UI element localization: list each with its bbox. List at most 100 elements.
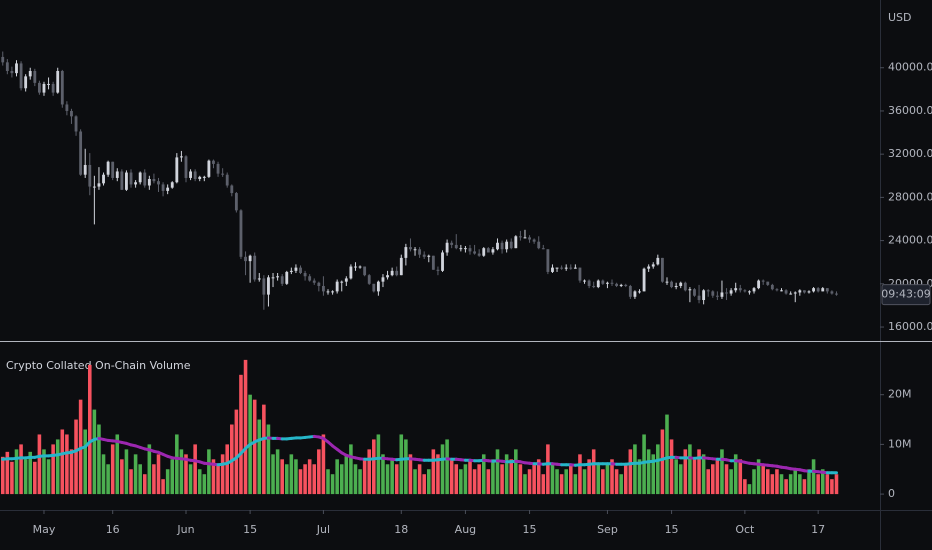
candle-body [317, 282, 321, 286]
candle-body [51, 83, 55, 93]
candle-body [303, 273, 307, 277]
candle-body [725, 292, 728, 294]
candle-body [97, 183, 101, 187]
volume-bar [362, 459, 367, 495]
x-tick-label: 15 [523, 523, 537, 536]
volume-bar [138, 464, 142, 495]
volume-bar [596, 464, 601, 495]
candle-body [340, 281, 344, 283]
volume-bar [303, 464, 307, 495]
candle-body [496, 242, 499, 250]
candle-body [537, 241, 541, 249]
volume-bar [120, 459, 124, 495]
volume-bar [518, 464, 523, 495]
x-tick-label: May [33, 523, 56, 536]
candle-body [683, 282, 687, 291]
volume-bar [262, 404, 266, 495]
candle-body [221, 173, 225, 175]
candle-body [624, 284, 628, 286]
candle-body [505, 241, 509, 250]
volume-bar [605, 464, 610, 495]
volume-bar [37, 434, 42, 495]
volume-bar [179, 449, 184, 495]
candle-body [70, 110, 73, 117]
volume-bar [724, 464, 729, 495]
volume-bar [55, 439, 60, 495]
candle-body [125, 172, 128, 190]
candle-body [761, 280, 765, 282]
candle-body [436, 269, 440, 271]
candle-body [825, 288, 829, 292]
volume-bar [239, 374, 243, 495]
volume-bar [46, 459, 51, 495]
candle-body [802, 290, 806, 293]
volume-bar [463, 464, 468, 495]
volume-bar [275, 449, 280, 495]
candle-body [120, 171, 124, 190]
candle-body [418, 249, 422, 255]
volume-bar [665, 414, 669, 495]
volume-bar [330, 474, 335, 495]
currency-label: USD [888, 11, 912, 24]
candle-body [715, 295, 719, 297]
candle-body [65, 104, 69, 111]
candle-body [431, 255, 435, 270]
volume-bar [468, 459, 472, 495]
candle-body [656, 257, 660, 265]
volume-bar [101, 454, 106, 495]
candle-body [399, 257, 403, 276]
candle-body [573, 267, 577, 269]
volume-bar [472, 469, 477, 495]
volume-bar [807, 469, 811, 495]
volume-bar [161, 479, 165, 495]
volume-bar [317, 449, 321, 495]
volume-bar [720, 449, 724, 495]
volume-bar [65, 434, 69, 495]
candle-body [743, 290, 747, 292]
candle-body [83, 164, 87, 175]
candle-body [670, 281, 673, 288]
candle-body [74, 116, 78, 132]
candle-body [15, 63, 18, 74]
countdown-label: 09:43:09 [881, 288, 930, 301]
volume-bar [568, 464, 573, 495]
volume-bar [408, 454, 413, 495]
candle-body [532, 239, 536, 242]
volume-bar [729, 469, 733, 495]
candle-body [651, 264, 655, 267]
candle-body [106, 161, 110, 175]
volume-bar [527, 469, 532, 495]
candle-body [19, 63, 23, 89]
candle-body [198, 176, 202, 180]
volume-bar [243, 359, 248, 495]
volume-bar [816, 474, 820, 495]
candle-body [363, 266, 367, 276]
candle-body [450, 242, 454, 245]
volume-bar [207, 449, 211, 495]
candle-body [812, 288, 815, 292]
candle-body [56, 70, 60, 93]
candle-body [294, 267, 298, 271]
volume-bar [326, 469, 330, 495]
candle-body [679, 282, 683, 286]
volume-bar [394, 464, 399, 495]
y-tick-label: 36000.0 [888, 104, 932, 117]
candle-body [660, 257, 664, 282]
volume-bar [170, 459, 175, 495]
volume-bar [97, 424, 101, 495]
candle-body [24, 76, 28, 89]
volume-bar [252, 399, 257, 495]
candle-body [42, 83, 46, 93]
volume-bar [678, 464, 683, 495]
volume-bar [147, 444, 152, 495]
volume-bar [335, 459, 339, 495]
volume-bar [417, 464, 422, 495]
candle-body [37, 82, 41, 93]
volume-bar [124, 449, 129, 495]
volume-bar [193, 444, 197, 495]
x-tick-label: Jul [316, 523, 330, 536]
volume-bar [711, 464, 715, 495]
y-tick-label: 16000.0 [888, 320, 932, 333]
volume-bar [184, 454, 188, 495]
